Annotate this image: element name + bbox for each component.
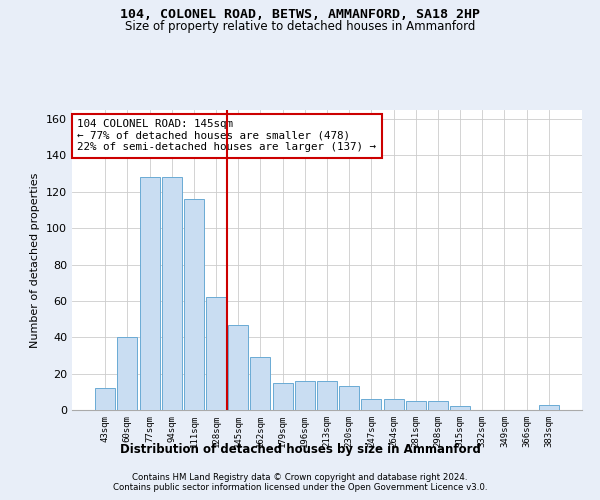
Bar	[250, 358, 271, 410]
Text: 104 COLONEL ROAD: 145sqm
← 77% of detached houses are smaller (478)
22% of semi-: 104 COLONEL ROAD: 145sqm ← 77% of detach…	[77, 119, 376, 152]
Bar	[95, 388, 115, 410]
Bar	[428, 401, 448, 410]
Text: Contains public sector information licensed under the Open Government Licence v3: Contains public sector information licen…	[113, 482, 487, 492]
Text: 104, COLONEL ROAD, BETWS, AMMANFORD, SA18 2HP: 104, COLONEL ROAD, BETWS, AMMANFORD, SA1…	[120, 8, 480, 20]
Bar	[295, 381, 315, 410]
Bar	[361, 399, 382, 410]
Bar	[339, 386, 359, 410]
Text: Distribution of detached houses by size in Ammanford: Distribution of detached houses by size …	[119, 442, 481, 456]
Bar	[450, 406, 470, 410]
Text: Size of property relative to detached houses in Ammanford: Size of property relative to detached ho…	[125, 20, 475, 33]
Bar	[272, 382, 293, 410]
Bar	[140, 178, 160, 410]
Bar	[317, 381, 337, 410]
Bar	[118, 338, 137, 410]
Bar	[406, 401, 426, 410]
Bar	[184, 199, 204, 410]
Bar	[539, 404, 559, 410]
Bar	[228, 324, 248, 410]
Bar	[383, 399, 404, 410]
Bar	[162, 178, 182, 410]
Bar	[206, 298, 226, 410]
Y-axis label: Number of detached properties: Number of detached properties	[31, 172, 40, 348]
Text: Contains HM Land Registry data © Crown copyright and database right 2024.: Contains HM Land Registry data © Crown c…	[132, 472, 468, 482]
